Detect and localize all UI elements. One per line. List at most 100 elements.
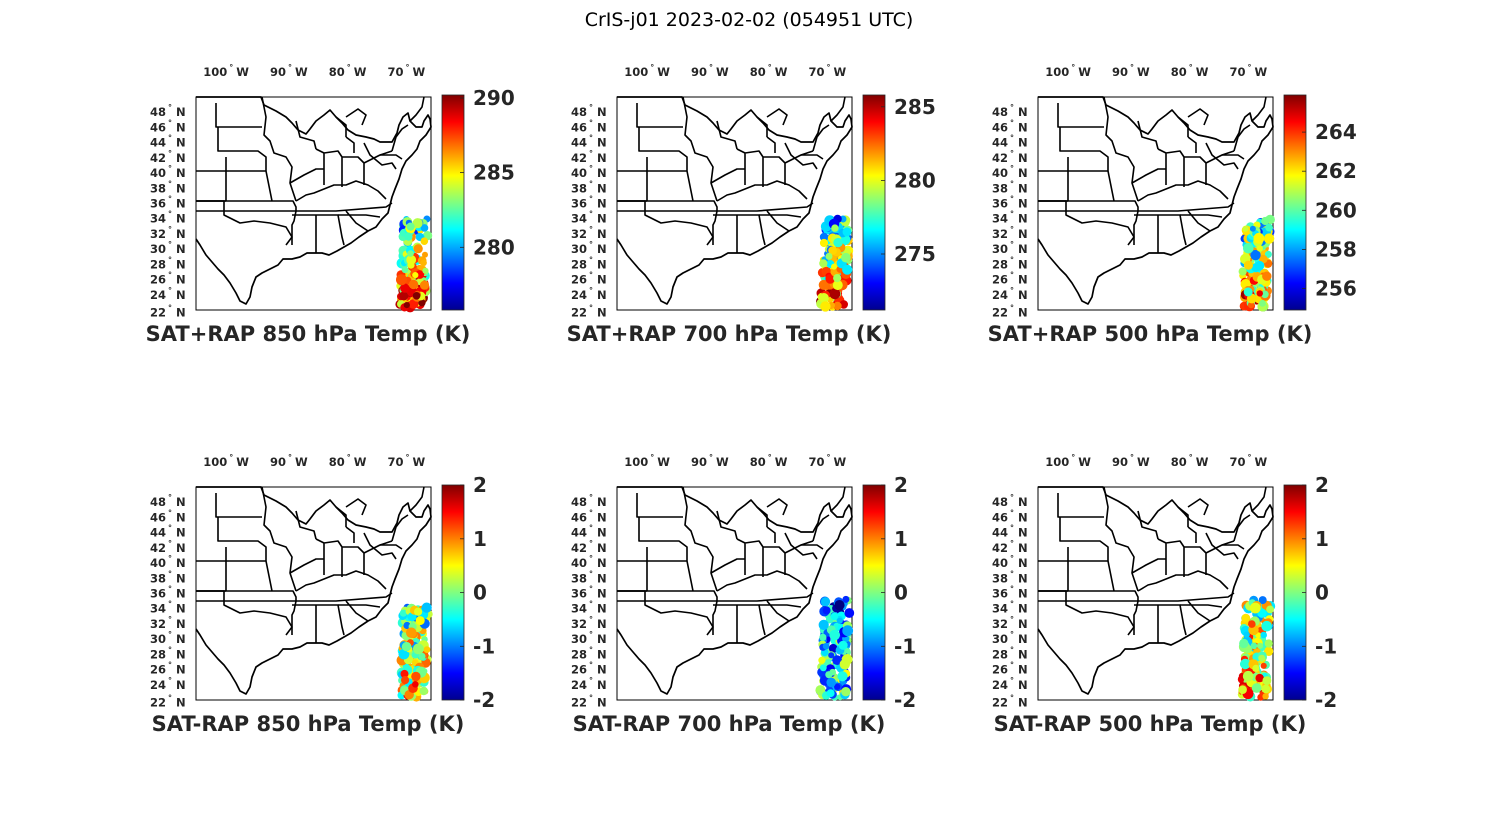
lat-value: 36 (150, 587, 166, 601)
lon-hemisphere: W (716, 455, 729, 469)
swath-footprint (822, 642, 830, 650)
lat-tick-label: 44 ° N (150, 524, 186, 540)
lat-value: 42 (571, 151, 587, 165)
degree-mark: ° (1010, 286, 1014, 295)
swath-footprint (844, 608, 855, 618)
lat-value: 24 (992, 678, 1008, 692)
lat-tick-label: 40 ° N (150, 164, 186, 180)
swath-footprint (403, 302, 410, 309)
lat-tick-label: 40 ° N (571, 164, 607, 180)
lat-value: 30 (992, 242, 1008, 256)
degree-mark: ° (1010, 164, 1014, 173)
swath-footprint (420, 224, 429, 232)
lon-hemisphere: W (1196, 455, 1209, 469)
lon-value: 90 (691, 65, 707, 79)
lat-hemisphere: N (1018, 541, 1028, 555)
swath-footprint (412, 292, 421, 300)
colorbar (441, 94, 465, 311)
swath-footprint (818, 279, 829, 290)
degree-mark: ° (589, 569, 593, 578)
swath-footprint (420, 259, 427, 267)
degree-mark: ° (1010, 493, 1014, 502)
degree-mark: ° (229, 63, 233, 72)
lat-value: 44 (992, 136, 1008, 150)
lat-hemisphere: N (1018, 647, 1028, 661)
lat-tick-label: 48 ° N (150, 103, 186, 119)
degree-mark: ° (1010, 630, 1014, 639)
degree-mark: ° (589, 164, 593, 173)
lon-hemisphere: W (775, 65, 788, 79)
lat-value: 42 (150, 541, 166, 555)
lat-value: 44 (150, 136, 166, 150)
colorbar (1283, 94, 1307, 311)
lat-value: 42 (992, 541, 1008, 555)
lat-value: 32 (992, 617, 1008, 631)
degree-mark: ° (589, 286, 593, 295)
lon-hemisphere: W (354, 455, 367, 469)
lat-hemisphere: N (176, 273, 186, 287)
degree-mark: ° (1071, 63, 1075, 72)
colorbar-tick-label: -2 (473, 688, 495, 712)
lon-hemisphere: W (236, 65, 249, 79)
map-panel: 100 ° W 90 ° W 80 ° W 70 ° W48 ° N46 ° N44 ° N42 ° N40 ° N38 °… (567, 63, 936, 346)
degree-mark: ° (1010, 524, 1014, 533)
lat-value: 26 (992, 663, 1008, 677)
swath-footprint (1256, 245, 1264, 252)
lon-hemisphere: W (657, 65, 670, 79)
lat-value: 32 (571, 617, 587, 631)
lat-tick-label: 26 ° N (992, 661, 1028, 677)
swath-footprint (820, 301, 831, 312)
lat-value: 26 (571, 663, 587, 677)
degree-mark: ° (589, 585, 593, 594)
lat-hemisphere: N (176, 526, 186, 540)
lat-hemisphere: N (176, 602, 186, 616)
lon-value: 70 (808, 65, 824, 79)
lat-value: 48 (992, 495, 1008, 509)
lat-hemisphere: N (597, 166, 607, 180)
lon-value: 80 (750, 455, 766, 469)
lat-tick-label: 36 ° N (992, 585, 1028, 601)
degree-mark: ° (589, 524, 593, 533)
degree-mark: ° (589, 195, 593, 204)
lat-value: 32 (992, 227, 1008, 241)
lat-value: 28 (150, 647, 166, 661)
lat-tick-label: 28 ° N (150, 255, 186, 271)
colorbar-tick-label: 2 (894, 473, 908, 497)
swath-footprint (1254, 260, 1265, 271)
lon-tick-label: 100 ° W (624, 453, 670, 469)
lat-hemisphere: N (1018, 556, 1028, 570)
lat-hemisphere: N (176, 696, 186, 710)
swath-footprint (1243, 631, 1250, 638)
lat-value: 28 (992, 257, 1008, 271)
lat-value: 40 (992, 166, 1008, 180)
lat-value: 30 (571, 632, 587, 646)
lat-hemisphere: N (176, 181, 186, 195)
lat-tick-label: 32 ° N (571, 225, 607, 241)
lat-hemisphere: N (176, 571, 186, 585)
swath-footprint (819, 259, 828, 268)
degree-mark: ° (168, 630, 172, 639)
lat-hemisphere: N (176, 647, 186, 661)
swath-footprint (822, 606, 831, 615)
map-panel: 100 ° W 90 ° W 80 ° W 70 ° W48 ° N46 ° N44 ° N42 ° N40 ° N38 °… (146, 63, 515, 346)
lat-tick-label: 22 ° N (150, 304, 186, 320)
swath-footprint (411, 671, 421, 682)
swath-footprint (401, 676, 410, 685)
lat-value: 34 (992, 212, 1008, 226)
map-frame (195, 96, 432, 311)
swath-footprint (833, 237, 843, 248)
lon-value: 80 (1171, 65, 1187, 79)
swath-footprint (841, 252, 851, 263)
lat-tick-label: 34 ° N (992, 210, 1028, 226)
swath-footprint (1266, 605, 1274, 614)
lat-tick-label: 46 ° N (992, 118, 1028, 134)
lat-value: 34 (992, 602, 1008, 616)
degree-mark: ° (589, 539, 593, 548)
satellite-swath (396, 602, 433, 702)
lat-tick-label: 46 ° N (571, 508, 607, 524)
swath-footprint (826, 689, 835, 698)
lat-value: 22 (571, 306, 587, 320)
lat-value: 38 (571, 181, 587, 195)
swath-footprint (833, 301, 842, 311)
panel-title: SAT-RAP 850 hPa Temp (K) (152, 712, 465, 736)
